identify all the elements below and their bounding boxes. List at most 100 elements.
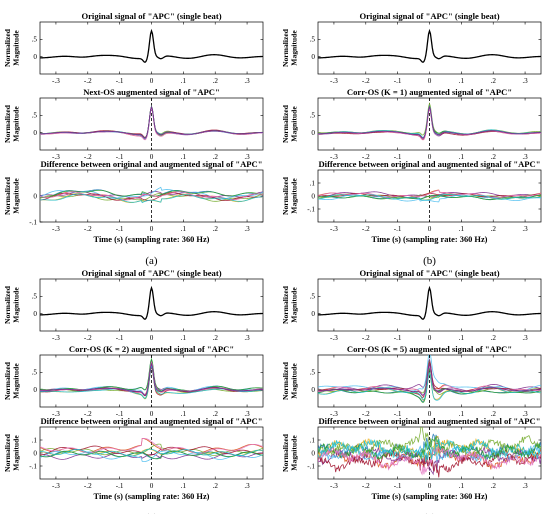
x-tick-label: .3 <box>522 77 528 85</box>
y-axis-label: NormalizedMagnitude <box>281 361 299 400</box>
x-tick-label: .1 <box>459 77 465 85</box>
subplot-difference: Difference between original and augmente… <box>281 416 542 490</box>
series-line <box>318 362 541 396</box>
series-line <box>40 448 263 457</box>
subplot-title: Original signal of "APC" (single beat) <box>81 268 221 278</box>
series-line-original <box>40 28 263 64</box>
x-tick-label: .1 <box>181 225 187 233</box>
x-tick-label: .2 <box>213 153 219 161</box>
y-axis-label-line: Magnitude <box>290 106 299 142</box>
x-tick-label: -.3 <box>52 334 60 342</box>
y-tick-label: .5 <box>32 112 38 120</box>
subplot-title: Next-OS augmented signal of "APC" <box>83 87 220 97</box>
x-tick-label: .1 <box>459 410 465 418</box>
x-tick-label: .3 <box>244 482 250 490</box>
x-tick-label: .2 <box>213 77 219 85</box>
x-tick-label: -.1 <box>394 334 402 342</box>
x-tick-label: .1 <box>181 482 187 490</box>
x-tick-label: -.3 <box>330 334 338 342</box>
subplot-title: Difference between original and augmente… <box>318 416 540 426</box>
x-tick-label: .2 <box>491 410 497 418</box>
plot-area <box>40 355 263 407</box>
x-tick-label: .3 <box>522 410 528 418</box>
chart-panel-c: Original signal of "APC" (single beat) No… <box>3 268 264 514</box>
plot-area <box>318 285 541 321</box>
x-tick-label: -.1 <box>394 482 402 490</box>
x-tick-label: 0 <box>150 482 154 490</box>
subplot-augmented: Corr-OS (K = 5) augmented signal of "APC… <box>281 344 542 418</box>
y-tick-label: .5 <box>32 293 38 301</box>
subplot-augmented: Corr-OS (K = 1) augmented signal of "APC… <box>281 87 542 161</box>
x-tick-label: .2 <box>213 225 219 233</box>
x-tick-label: .1 <box>459 225 465 233</box>
x-tick-label: -.1 <box>116 334 124 342</box>
plot-area <box>40 28 263 64</box>
y-axis-label-line: Normalized <box>3 361 12 400</box>
plot-area <box>318 28 541 64</box>
y-axis-label-line: Normalized <box>3 104 12 143</box>
x-tick-label: .3 <box>522 153 528 161</box>
y-tick-label: -.1 <box>29 218 37 226</box>
x-tick-label: .1 <box>181 153 187 161</box>
subplot-original: Original signal of "APC" (single beat) No… <box>281 268 542 342</box>
series-line <box>318 194 541 201</box>
y-tick-label: .1 <box>32 436 38 444</box>
x-tick-label: -.1 <box>116 482 124 490</box>
plot-area <box>318 170 541 222</box>
y-axis-label: NormalizedMagnitude <box>3 28 21 67</box>
x-tick-label: -.3 <box>52 482 60 490</box>
y-axis-label-line: Normalized <box>281 361 290 400</box>
x-tick-label: -.1 <box>116 410 124 418</box>
subplot-difference: Difference between original and augmente… <box>3 159 264 233</box>
x-tick-label: -.2 <box>84 334 92 342</box>
x-tick-label: -.1 <box>394 225 402 233</box>
series-line <box>318 445 541 476</box>
x-tick-label: .1 <box>181 334 187 342</box>
y-axis-label-line: Magnitude <box>12 106 21 142</box>
y-tick-label: 0 <box>311 129 315 137</box>
x-tick-label: .1 <box>459 482 465 490</box>
y-tick-label: -.1 <box>29 462 37 470</box>
x-tick-label: -.2 <box>84 410 92 418</box>
y-axis-label-line: Normalized <box>281 433 290 472</box>
x-tick-label: .2 <box>213 334 219 342</box>
y-axis-label: NormalizedMagnitude <box>281 285 299 324</box>
y-axis-label-line: Magnitude <box>290 435 299 471</box>
plot-area <box>40 427 263 479</box>
plot-area <box>40 285 263 321</box>
x-tick-label: .1 <box>459 334 465 342</box>
subplot-title: Corr-OS (K = 2) augmented signal of "APC… <box>69 344 234 354</box>
plot-area <box>318 427 541 479</box>
series-line <box>318 371 541 401</box>
subplot-title: Corr-OS (K = 1) augmented signal of "APC… <box>347 87 512 97</box>
series-line <box>318 193 541 201</box>
x-tick-label: .1 <box>181 77 187 85</box>
series-line <box>40 105 263 139</box>
x-tick-label: .3 <box>244 410 250 418</box>
plot-area <box>318 98 541 150</box>
y-axis-label-line: Magnitude <box>290 178 299 214</box>
x-tick-label: 0 <box>428 225 432 233</box>
x-tick-label: 0 <box>150 77 154 85</box>
x-tick-label: 0 <box>150 410 154 418</box>
x-tick-label: 0 <box>150 153 154 161</box>
x-tick-label: -.3 <box>330 410 338 418</box>
x-tick-label: .3 <box>244 334 250 342</box>
plot-area <box>318 355 541 407</box>
panel-caption: (d) <box>423 512 436 514</box>
series-line <box>318 436 541 461</box>
x-tick-label: .1 <box>459 153 465 161</box>
y-axis-label-line: Normalized <box>3 285 12 324</box>
y-tick-label: -.1 <box>307 205 315 213</box>
x-axis-label: Time (s) (sampling rate: 360 Hz) <box>94 235 210 244</box>
series-line <box>40 193 263 202</box>
y-axis-label-line: Normalized <box>281 104 290 143</box>
y-tick-label: .5 <box>310 369 316 377</box>
y-axis-label-line: Magnitude <box>12 287 21 323</box>
series-line-original <box>40 285 263 321</box>
y-tick-label: 0 <box>33 192 37 200</box>
subplot-title: Original signal of "APC" (single beat) <box>81 11 221 21</box>
series-line <box>40 362 263 396</box>
x-tick-label: .2 <box>491 153 497 161</box>
subplot-original: Original signal of "APC" (single beat) No… <box>3 11 264 85</box>
